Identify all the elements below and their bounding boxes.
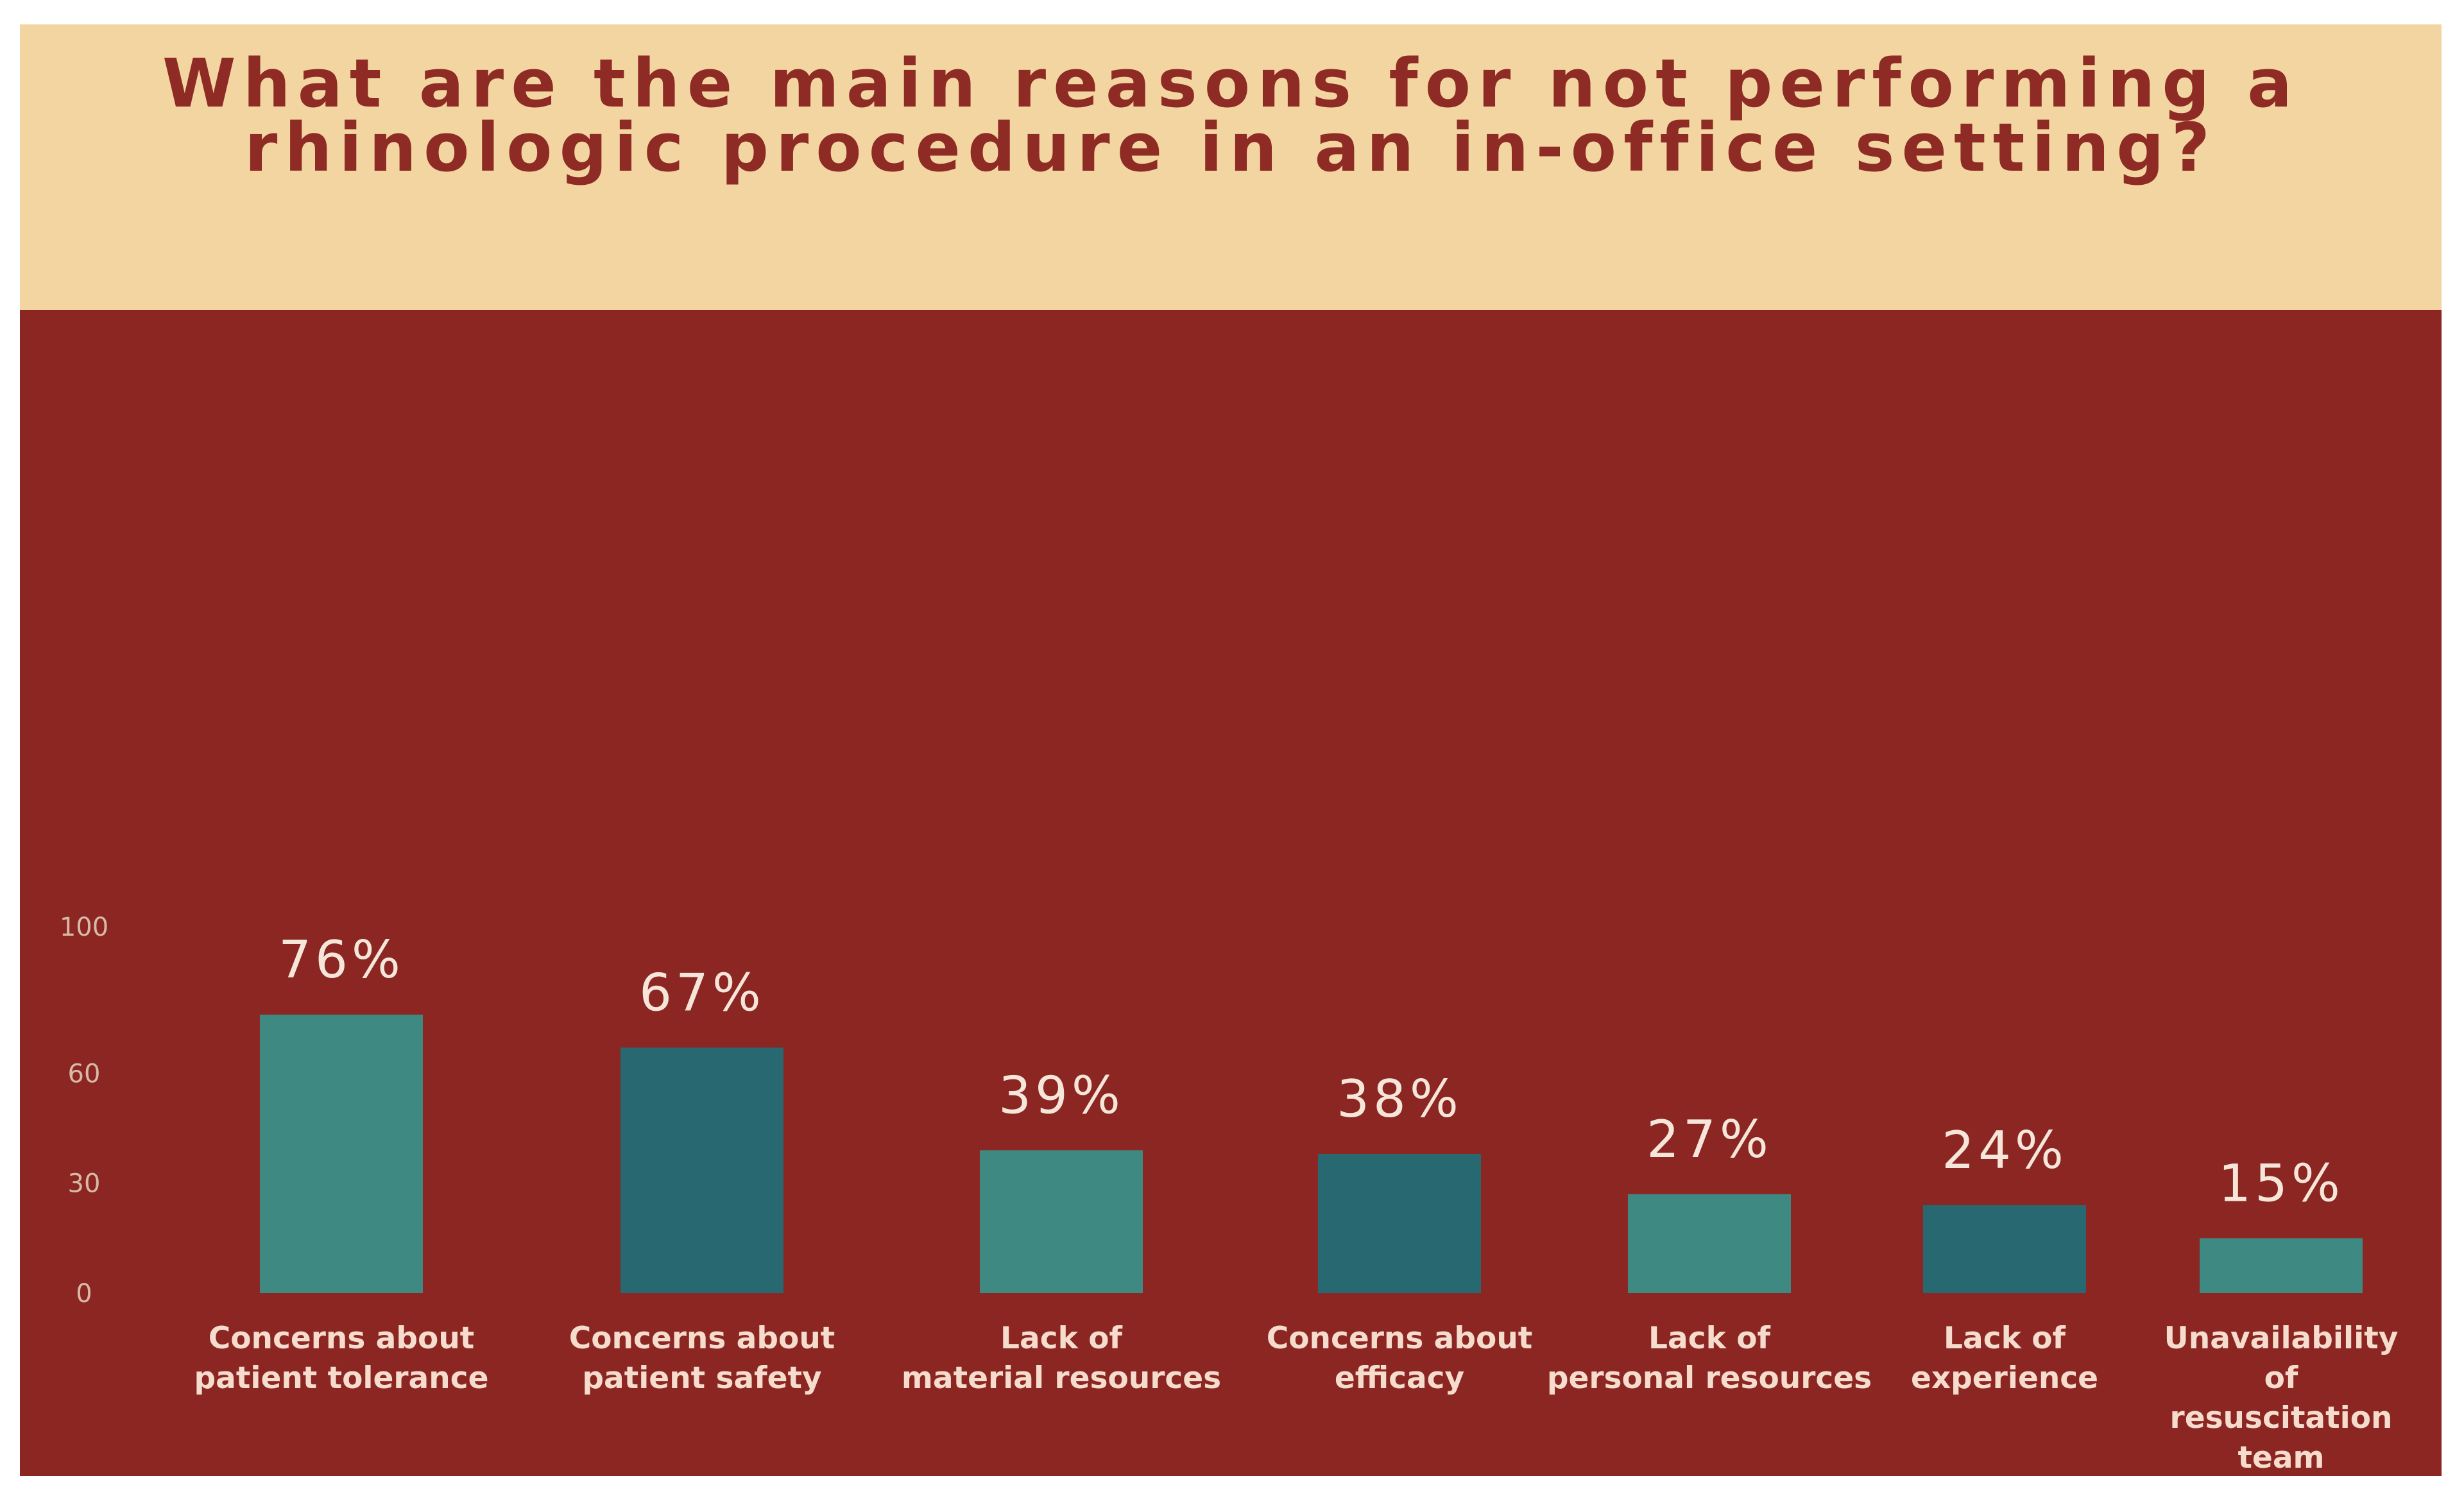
bar	[2200, 1238, 2363, 1293]
x-category-label: Lack of experience	[1911, 1321, 2098, 1396]
x-category-label-line: Lack of	[1648, 1321, 1770, 1356]
x-category-label-line: Unavailability	[2164, 1321, 2399, 1356]
x-category-label: Concerns about patient tolerance	[194, 1321, 489, 1396]
y-tick-label: 60	[68, 1059, 101, 1088]
bar	[260, 1015, 423, 1293]
bars	[260, 1015, 2363, 1293]
bar-chart: 0 30 60 100 76% 67% 39% 38% 27% 24% 15% Concerns …	[60, 913, 2399, 1475]
chart-title-line-1: What are the main reasons for not perfor…	[162, 44, 2300, 123]
title-banner: What are the main reasons for not perfor…	[20, 24, 2442, 310]
x-category-label-line: Concerns about	[1267, 1321, 1533, 1356]
x-category-label: Lack of material resources	[902, 1321, 1221, 1396]
data-labels: 76% 67% 39% 38% 27% 24% 15%	[278, 930, 2344, 1213]
y-tick-label: 0	[76, 1279, 92, 1309]
chart-title: What are the main reasons for not perfor…	[20, 44, 2442, 187]
bar	[980, 1150, 1143, 1293]
x-category-label: Lack of personal resources	[1547, 1321, 1872, 1396]
x-category-label-line: personal resources	[1547, 1361, 1872, 1396]
bar-value-label: 15%	[2218, 1153, 2344, 1213]
bar	[1923, 1205, 2086, 1293]
bar-value-label: 76%	[278, 930, 404, 990]
x-category-label: Unavailability of resuscitation team	[2164, 1321, 2399, 1475]
x-category-label-line: of	[2264, 1361, 2298, 1396]
x-category-label-line: Concerns about	[209, 1321, 475, 1356]
x-category-label-line: resuscitation	[2170, 1400, 2393, 1436]
bar	[1318, 1154, 1481, 1293]
bar	[620, 1047, 783, 1293]
y-tick-label: 100	[60, 913, 108, 942]
bar	[1628, 1194, 1791, 1293]
x-category-label: Concerns about efficacy	[1267, 1321, 1533, 1396]
bar-value-label: 27%	[1647, 1110, 1772, 1169]
chart-frame: What are the main reasons for not perfor…	[20, 24, 2442, 1476]
x-category-label: Concerns about patient safety	[569, 1321, 835, 1396]
x-category-label-line: Concerns about	[569, 1321, 835, 1356]
bar-value-label: 39%	[998, 1065, 1124, 1125]
chart-title-line-2: rhinologic procedure in an in-office set…	[244, 108, 2217, 187]
x-category-label-line: material resources	[902, 1361, 1221, 1396]
x-axis-labels: Concerns about patient toleranceConcerns …	[194, 1321, 2399, 1475]
x-category-label-line: team	[2237, 1440, 2324, 1475]
x-category-label-line: Lack of	[1944, 1321, 2066, 1356]
y-tick-label: 30	[68, 1169, 101, 1199]
bar-value-label: 38%	[1337, 1069, 1462, 1129]
x-category-label-line: patient safety	[582, 1361, 821, 1396]
bar-value-label: 67%	[639, 963, 765, 1022]
bar-value-label: 24%	[1942, 1121, 2067, 1180]
y-axis-ticks: 0 30 60 100	[60, 913, 108, 1309]
x-category-label-line: patient tolerance	[194, 1361, 489, 1396]
x-category-label-line: efficacy	[1335, 1361, 1464, 1396]
x-category-label-line: Lack of	[1000, 1321, 1122, 1356]
x-category-label-line: experience	[1911, 1361, 2098, 1396]
